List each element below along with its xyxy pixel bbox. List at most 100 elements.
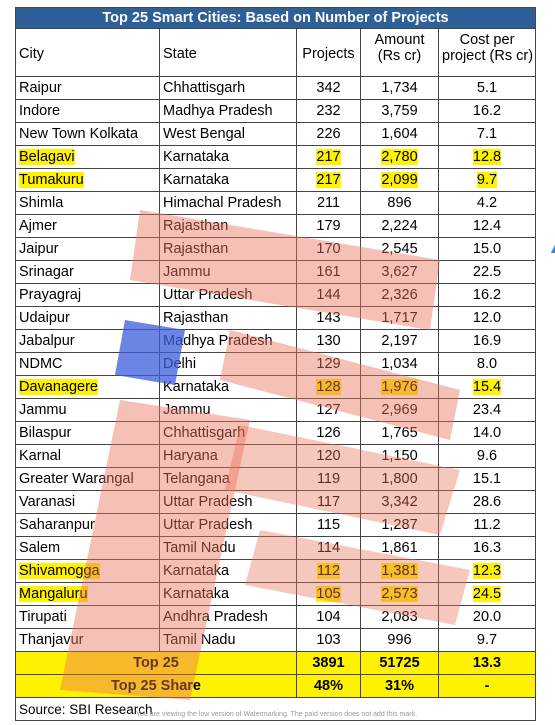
cell-projects: 144	[296, 283, 361, 307]
cell-projects-text: 103	[316, 632, 341, 648]
table-row: Davanagere Karnataka 128 1,976 15.4	[15, 375, 536, 399]
table-row: New Town Kolkata West Bengal 226 1,604 7.1	[15, 122, 536, 146]
cell-state: Rajasthan	[159, 306, 297, 330]
cell-state: Karnataka	[159, 559, 297, 583]
cell-amount: 3,342	[360, 490, 439, 514]
cell-projects: 179	[296, 214, 361, 238]
cell-amount-text: 2,780	[381, 149, 418, 165]
cell-amount-text: 2,969	[381, 402, 418, 418]
cell-city: Jaipur	[15, 237, 160, 261]
cell-state: Telangana	[159, 467, 297, 491]
summary-amount: 51725	[360, 651, 439, 675]
cell-amount-text: 1,150	[381, 448, 418, 464]
cell-city: Udaipur	[15, 306, 160, 330]
cell-city-text: Srinagar	[19, 264, 74, 280]
cell-amount-text: 3,627	[381, 264, 418, 280]
cell-city: Raipur	[15, 76, 160, 100]
cell-city-text: NDMC	[19, 356, 63, 372]
cell-cost: 8.0	[438, 352, 536, 376]
cell-amount: 1,765	[360, 421, 439, 445]
header-cost: Cost per project (Rs cr)	[438, 28, 536, 77]
cell-projects: 120	[296, 444, 361, 468]
cell-state: Chhattisgarh	[159, 421, 297, 445]
summary-cost: 13.3	[438, 651, 536, 675]
cell-projects: 104	[296, 605, 361, 629]
cell-city: Jabalpur	[15, 329, 160, 353]
cell-cost-text: 15.0	[472, 241, 502, 257]
cell-city-text: Jabalpur	[19, 333, 75, 349]
cell-projects-text: 217	[316, 172, 341, 188]
arrow-marker-icon: ▲	[548, 240, 555, 256]
cell-city-text: Jammu	[19, 402, 67, 418]
cell-projects: 342	[296, 76, 361, 100]
cell-state-text: Himachal Pradesh	[163, 195, 282, 211]
cell-cost-text: 7.1	[476, 126, 498, 142]
cell-cost: 9.6	[438, 444, 536, 468]
header-amount: Amount (Rs cr)	[360, 28, 439, 77]
smart-cities-table: Top 25 Smart Cities: Based on Number of …	[15, 7, 536, 721]
table-row: Tirupati Andhra Pradesh 104 2,083 20.0	[15, 605, 536, 629]
cell-cost-text: 12.8	[472, 149, 502, 165]
cell-projects: 211	[296, 191, 361, 215]
cell-amount-text: 2,083	[381, 609, 418, 625]
cell-projects-text: 128	[316, 379, 341, 395]
cell-amount-text: 1,861	[381, 540, 418, 556]
cell-projects-text: 119	[316, 471, 341, 487]
cell-amount: 2,083	[360, 605, 439, 629]
cell-cost-text: 16.2	[472, 103, 502, 119]
cell-amount: 1,150	[360, 444, 439, 468]
cell-cost: 7.1	[438, 122, 536, 146]
header-amount-line1: Amount	[374, 32, 425, 48]
cell-state: Karnataka	[159, 145, 297, 169]
cell-amount-text: 2,573	[381, 586, 418, 602]
header-cost-line2: project (Rs cr)	[442, 48, 534, 64]
table-row: Prayagraj Uttar Pradesh 144 2,326 16.2	[15, 283, 536, 307]
cell-cost-text: 16.2	[472, 287, 502, 303]
cell-amount-text: 996	[387, 632, 412, 648]
watermark-notice: You are viewing the low version of Water…	[136, 711, 418, 718]
table-title-row: Top 25 Smart Cities: Based on Number of …	[15, 7, 536, 29]
cell-projects: 143	[296, 306, 361, 330]
cell-state: Jammu	[159, 260, 297, 284]
summary-label: Top 25	[15, 651, 297, 675]
cell-cost-text: 12.3	[472, 563, 502, 579]
source-note: Source: SBI Research	[19, 701, 153, 717]
cell-state-text: Karnataka	[163, 563, 230, 579]
cell-cost-text: 9.6	[476, 448, 498, 464]
cell-cost-text: 23.4	[472, 402, 502, 418]
table-row: Karnal Haryana 120 1,150 9.6	[15, 444, 536, 468]
cell-amount-text: 1,734	[381, 80, 418, 96]
cell-amount: 1,976	[360, 375, 439, 399]
cell-cost-text: 16.3	[472, 540, 502, 556]
cell-cost: 9.7	[438, 168, 536, 192]
cell-city-text: Indore	[19, 103, 61, 119]
cell-projects: 127	[296, 398, 361, 422]
cell-city: Thanjavur	[15, 628, 160, 652]
cell-city-text: Greater Warangal	[19, 471, 134, 487]
table-row: Belagavi Karnataka 217 2,780 12.8	[15, 145, 536, 169]
cell-cost: 12.0	[438, 306, 536, 330]
cell-state-text: Andhra Pradesh	[163, 609, 268, 625]
cell-cost-text: 24.5	[472, 586, 502, 602]
cell-amount-text: 1,717	[381, 310, 418, 326]
cell-amount-text: 1,287	[381, 517, 418, 533]
cell-amount-text: 2,326	[381, 287, 418, 303]
summary-row: Top 25 Share 48% 31% -	[15, 674, 536, 698]
summary-projects: 48%	[296, 674, 361, 698]
cell-city-text: Tumakuru	[19, 172, 84, 188]
cell-amount-text: 1,604	[381, 126, 418, 142]
cell-amount: 2,099	[360, 168, 439, 192]
cell-cost: 12.4	[438, 214, 536, 238]
cell-city: Tumakuru	[15, 168, 160, 192]
cell-amount-text: 1,381	[381, 563, 418, 579]
cell-state-text: Uttar Pradesh	[163, 517, 253, 533]
cell-cost: 16.2	[438, 99, 536, 123]
cell-cost-text: 15.1	[472, 471, 502, 487]
cell-amount-text: 2,224	[381, 218, 418, 234]
table-row: Shimla Himachal Pradesh 211 896 4.2	[15, 191, 536, 215]
cell-cost-text: 8.0	[476, 356, 498, 372]
cell-city: Shivamogga	[15, 559, 160, 583]
cell-state: Karnataka	[159, 582, 297, 606]
cell-amount: 1,287	[360, 513, 439, 537]
cell-state-text: Karnataka	[163, 172, 230, 188]
